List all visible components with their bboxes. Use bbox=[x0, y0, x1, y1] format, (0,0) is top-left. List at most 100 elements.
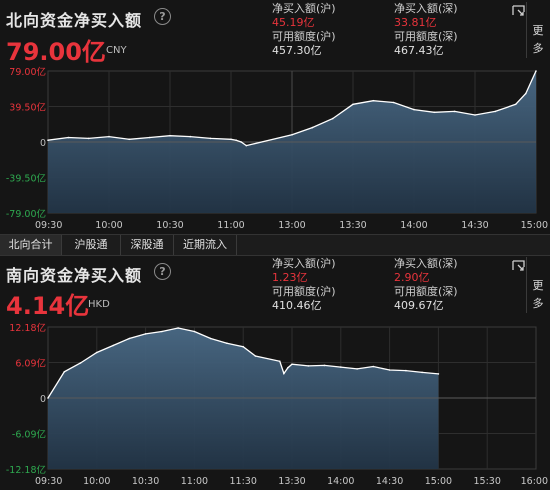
north-sh-stats: 净买入额(沪) 45.19亿 可用额度(沪) 457.30亿 bbox=[272, 2, 336, 58]
data-point bbox=[340, 366, 342, 368]
data-point bbox=[331, 117, 334, 120]
x-tick-label: 15:00 bbox=[425, 476, 452, 487]
south-sz-quota-value: 409.67亿 bbox=[394, 299, 444, 312]
tab-shanghai-connect[interactable]: 沪股通 bbox=[62, 235, 121, 255]
data-point bbox=[245, 144, 248, 147]
south-sh-buy-value: 1.23亿 bbox=[272, 271, 308, 284]
data-point bbox=[372, 365, 375, 368]
y-tick-label: -6.09亿 bbox=[12, 429, 46, 441]
tab-bar: 北向合计 沪股通 深股通 近期流入 bbox=[0, 234, 550, 256]
data-point bbox=[161, 330, 163, 333]
data-point bbox=[388, 369, 391, 371]
data-point bbox=[287, 366, 289, 369]
x-tick-label: 14:00 bbox=[327, 476, 354, 487]
south-more-button[interactable]: 更多 bbox=[532, 279, 544, 310]
data-point bbox=[525, 92, 527, 95]
south-currency: HKD bbox=[88, 299, 110, 310]
north-more-button[interactable]: 更多 bbox=[532, 24, 544, 55]
north-sz-quota-value: 467.43亿 bbox=[394, 44, 444, 57]
data-point bbox=[323, 364, 326, 367]
data-point bbox=[535, 70, 537, 72]
data-point bbox=[392, 101, 395, 104]
y-tick-label: 12.18亿 bbox=[9, 322, 46, 334]
north-sz-buy-value: 33.81亿 bbox=[394, 16, 437, 29]
x-tick-label: 09:30 bbox=[35, 220, 62, 231]
data-point bbox=[47, 139, 49, 141]
data-point bbox=[405, 369, 407, 372]
south-export-icon[interactable] bbox=[512, 260, 526, 272]
data-point bbox=[177, 327, 179, 329]
x-tick-label: 11:30 bbox=[230, 476, 257, 487]
data-point bbox=[128, 337, 131, 340]
data-point bbox=[144, 333, 147, 335]
data-point bbox=[209, 137, 212, 140]
x-tick-label: 13:00 bbox=[278, 220, 305, 231]
data-point bbox=[47, 397, 49, 399]
south-panel: 南向资金净买入额 ? 4.14亿 HKD 净买入额(沪) 1.23亿 可用额度(… bbox=[0, 256, 550, 490]
x-tick-label: 15:30 bbox=[474, 476, 501, 487]
data-point bbox=[226, 342, 228, 344]
south-sh-quota-value: 410.46亿 bbox=[272, 299, 322, 312]
data-point bbox=[96, 351, 98, 354]
tab-shenzhen-connect[interactable]: 深股通 bbox=[121, 235, 174, 255]
north-net-amount: 79.00亿 bbox=[6, 38, 106, 66]
data-point bbox=[291, 363, 293, 365]
south-help-icon[interactable]: ? bbox=[154, 263, 171, 280]
x-tick-label: 14:30 bbox=[376, 476, 403, 487]
south-title: 南向资金净买入额 bbox=[6, 266, 143, 285]
data-point bbox=[372, 99, 375, 102]
data-point bbox=[242, 345, 244, 348]
data-point bbox=[87, 137, 90, 140]
north-sh-quota-value: 457.30亿 bbox=[272, 44, 322, 57]
north-help-icon[interactable]: ? bbox=[154, 8, 171, 25]
x-tick-label: 13:30 bbox=[339, 220, 366, 231]
x-tick-label: 11:00 bbox=[217, 220, 244, 231]
data-point bbox=[67, 136, 70, 139]
data-point bbox=[421, 371, 423, 374]
data-point bbox=[254, 355, 257, 357]
north-export-icon[interactable] bbox=[512, 5, 526, 17]
y-tick-label: 6.09亿 bbox=[15, 358, 46, 370]
x-tick-label: 13:30 bbox=[278, 476, 305, 487]
x-tick-label: 10:30 bbox=[156, 220, 183, 231]
data-point bbox=[283, 372, 285, 375]
y-tick-label: 0 bbox=[40, 138, 46, 149]
data-point bbox=[112, 344, 114, 347]
south-side-divider bbox=[526, 257, 527, 313]
data-point bbox=[494, 110, 497, 113]
south-sh-stats: 净买入额(沪) 1.23亿 可用额度(沪) 410.46亿 bbox=[272, 257, 336, 313]
south-sh-buy-label: 净买入额(沪) bbox=[272, 257, 336, 270]
data-point bbox=[79, 362, 82, 364]
y-tick-label: 39.50亿 bbox=[9, 102, 46, 114]
south-sh-quota-label: 可用额度(沪) bbox=[272, 285, 336, 298]
y-tick-label: -12.18亿 bbox=[6, 464, 46, 476]
north-sz-quota-label: 可用额度(深) bbox=[394, 30, 458, 43]
tab-north-total[interactable]: 北向合计 bbox=[0, 235, 62, 255]
data-point bbox=[108, 135, 110, 138]
y-tick-label: 79.00亿 bbox=[9, 66, 46, 78]
y-tick-label: -79.00亿 bbox=[6, 208, 46, 220]
south-sz-quota-label: 可用额度(深) bbox=[394, 285, 458, 298]
y-tick-label: 0 bbox=[40, 394, 46, 405]
data-point bbox=[311, 126, 314, 129]
data-point bbox=[474, 114, 476, 116]
data-point bbox=[356, 368, 358, 370]
north-currency: CNY bbox=[106, 45, 127, 56]
north-side-divider bbox=[526, 2, 527, 58]
south-sz-buy-value: 2.90亿 bbox=[394, 271, 430, 284]
x-tick-label: 14:30 bbox=[461, 220, 488, 231]
north-sh-quota-label: 可用额度(沪) bbox=[272, 30, 336, 43]
data-point bbox=[433, 111, 436, 114]
tab-recent-inflow[interactable]: 近期流入 bbox=[174, 235, 237, 255]
data-point bbox=[169, 134, 171, 137]
x-tick-label: 14:00 bbox=[400, 220, 427, 231]
x-tick-label: 10:00 bbox=[95, 220, 122, 231]
north-sh-buy-value: 45.19亿 bbox=[272, 16, 315, 29]
data-point bbox=[209, 337, 212, 340]
south-sz-stats: 净买入额(深) 2.90亿 可用额度(深) 409.67亿 bbox=[394, 257, 458, 313]
south-sz-buy-label: 净买入额(深) bbox=[394, 257, 458, 270]
data-point bbox=[437, 373, 440, 375]
data-point bbox=[307, 365, 310, 367]
